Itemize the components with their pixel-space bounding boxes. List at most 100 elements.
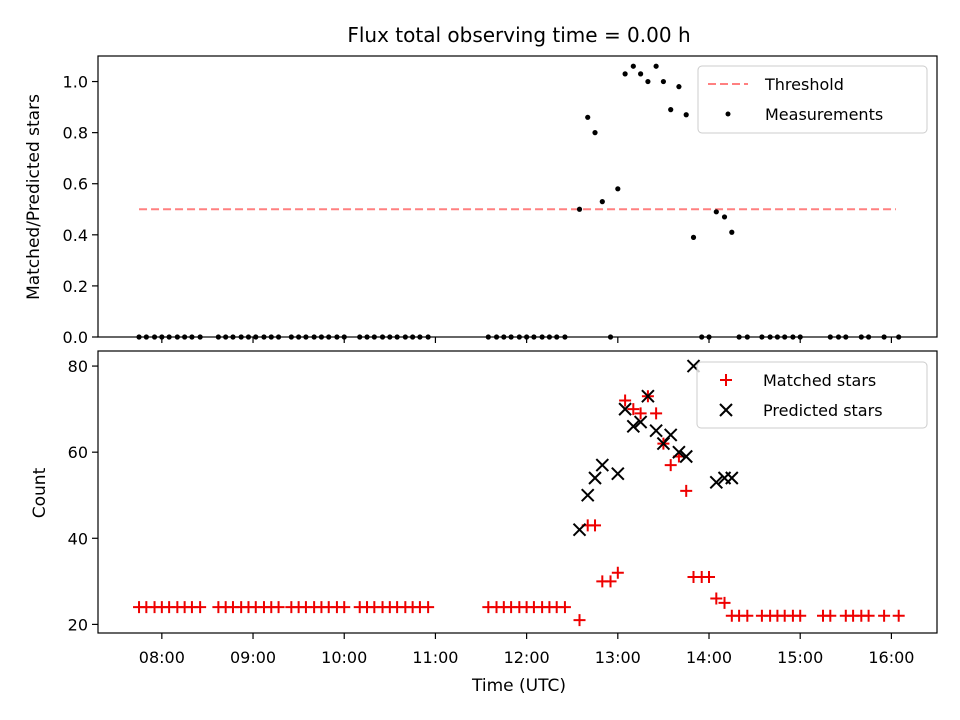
measurement-point [215, 334, 221, 340]
measurement-point [371, 334, 377, 340]
predicted-star-point [664, 428, 678, 442]
predicted-star-point [626, 419, 641, 434]
bottom-y-axis-label: Count [30, 467, 50, 518]
measurement-point [782, 334, 788, 340]
measurement-point [881, 334, 887, 340]
measurement-point [683, 112, 689, 118]
bottom-y-ticks: 20 40 60 80 [68, 357, 98, 634]
legend-measurements-label: Measurements [765, 105, 883, 124]
legend-threshold-label: Threshold [764, 75, 844, 94]
measurement-point [630, 63, 636, 69]
measurement-point [896, 334, 902, 340]
measurement-point [189, 334, 195, 340]
measurement-point [759, 334, 765, 340]
predicted-star-point [709, 475, 724, 490]
measurement-point [866, 334, 872, 340]
matched-star-point [338, 601, 351, 614]
measurement-point [501, 334, 507, 340]
measurement-point [238, 334, 244, 340]
legend-matched-label: Matched stars [763, 371, 876, 390]
measurement-point [268, 334, 274, 340]
bottom-axes-frame [97, 350, 938, 634]
measurement-point [402, 334, 408, 340]
measurement-point [713, 209, 719, 215]
measurement-point [607, 334, 614, 340]
count-panel: 20 40 60 80 08:00 09:00 10:00 11:00 12:00 13:00 1… [30, 350, 938, 696]
measurement-point [410, 334, 416, 340]
measurement-point [296, 334, 302, 340]
measurement-point [136, 334, 142, 340]
matched-star-point [627, 403, 640, 416]
top-legend-box [697, 65, 928, 134]
matched-star-point [573, 614, 586, 627]
x-tick-label: 11:00 [412, 648, 458, 667]
matched-star-point [558, 601, 571, 614]
chart-title: Flux total observing time = 0.00 h [347, 23, 690, 47]
legend-measurements-swatch [725, 111, 731, 117]
measurement-point [275, 334, 282, 340]
matched-star-point [194, 601, 207, 614]
matched-star-point [718, 596, 731, 609]
measurement-point [774, 334, 781, 340]
predicted-star-point [679, 449, 693, 464]
measurement-point [311, 334, 317, 340]
measurement-point [166, 334, 172, 340]
top-y-tick-label: 0.6 [63, 175, 88, 194]
predicted-star-point [581, 488, 595, 502]
matched-stars-points [133, 390, 905, 627]
x-tick-label: 14:00 [686, 648, 732, 667]
measurement-point [668, 107, 674, 113]
measurement-point [197, 334, 203, 340]
measurement-point [615, 186, 621, 192]
matched-star-point [619, 394, 632, 407]
x-tick-label: 08:00 [139, 648, 185, 667]
measurement-point [585, 114, 591, 120]
matched-star-point [878, 609, 891, 622]
measurement-point [230, 334, 236, 340]
legend-matched-swatch [720, 374, 732, 386]
measurement-point [223, 334, 229, 340]
ratio-panel: Flux total observing time = 0.00 h 0.00.… [24, 23, 938, 347]
measurement-point [524, 334, 530, 340]
measurement-point [653, 63, 659, 69]
x-tick-label: 15:00 [777, 648, 823, 667]
bottom-y-tick-label: 80 [68, 357, 88, 376]
measurement-point [699, 334, 705, 340]
measurement-point [790, 334, 796, 340]
measurement-point [858, 334, 864, 340]
measurement-point [767, 334, 773, 340]
measurement-point [151, 334, 158, 340]
measurement-point [835, 334, 842, 340]
predicted-star-point [572, 522, 587, 537]
matched-star-point [422, 601, 435, 614]
measurement-point [485, 334, 491, 340]
measurement-point [326, 334, 332, 340]
measurement-point [318, 334, 325, 340]
top-y-tick-label: 0.2 [63, 277, 88, 296]
measurement-point [516, 334, 522, 340]
measurement-point [660, 78, 667, 85]
top-y-tick-label: 0.8 [63, 124, 88, 143]
matched-star-point [272, 601, 285, 614]
matched-star-point [634, 407, 647, 420]
bottom-legend-box [696, 361, 928, 429]
measurement-point [676, 84, 682, 90]
measurement-point [493, 334, 500, 340]
measurement-point [379, 334, 386, 340]
matched-star-point [589, 519, 602, 532]
x-tick-label: 16:00 [868, 648, 914, 667]
x-tick-label: 09:00 [230, 648, 276, 667]
predicted-star-point [672, 445, 686, 459]
measurement-point [531, 334, 537, 340]
measurement-point [546, 334, 553, 340]
measurement-point [261, 334, 267, 340]
matched-star-point [680, 484, 693, 497]
measurement-point [797, 334, 803, 340]
measurement-point [539, 334, 545, 340]
measurement-point [303, 334, 309, 340]
measurement-point [288, 334, 294, 340]
top-y-axis-label: Matched/Predicted stars [24, 94, 44, 300]
matched-star-point [862, 609, 875, 622]
measurement-point [599, 199, 605, 205]
